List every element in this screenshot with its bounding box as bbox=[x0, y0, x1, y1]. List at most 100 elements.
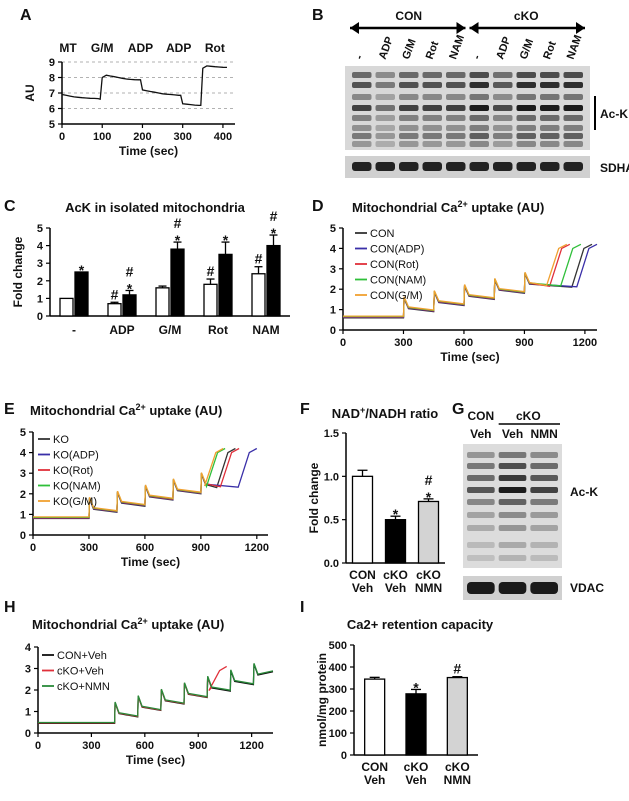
blot-b-arrowhead bbox=[350, 22, 359, 34]
chart-i-bar bbox=[446, 676, 468, 756]
blot-b-band bbox=[446, 105, 466, 111]
chart-f-significance-mark: * bbox=[393, 506, 399, 522]
chart-h-ytick-label: 3 bbox=[25, 664, 31, 676]
blot-g-band bbox=[530, 525, 558, 531]
blot-b-band bbox=[540, 115, 560, 121]
blot-g-band bbox=[530, 475, 558, 481]
chart-e-ytick-label: 5 bbox=[20, 427, 26, 439]
blot-b-band bbox=[375, 141, 395, 147]
chart-c-significance-mark: # bbox=[270, 208, 278, 224]
blot-b-band bbox=[516, 125, 536, 131]
blot-b-band bbox=[493, 72, 513, 78]
chart-a-annotation: ADP bbox=[128, 41, 153, 55]
chart-c-bar-cko bbox=[122, 294, 137, 317]
panel-label-a: A bbox=[20, 7, 32, 24]
panel-label-d: D bbox=[312, 198, 324, 215]
blot-b-band bbox=[446, 72, 466, 78]
chart-h-xtick-label: 600 bbox=[136, 740, 154, 752]
chart-c-bar-cko bbox=[74, 271, 89, 317]
blot-b-band bbox=[469, 125, 489, 131]
blot-b-band bbox=[422, 133, 442, 139]
blot-b-sdha-band bbox=[375, 162, 395, 171]
blot-g-band bbox=[467, 512, 495, 518]
chart-a-ytick-label: 6 bbox=[49, 104, 55, 116]
chart-e-legend-label: KO bbox=[53, 434, 69, 446]
blot-b-lane-label: - bbox=[471, 53, 484, 61]
chart-a-xtick-label: 300 bbox=[174, 131, 192, 143]
blot-b-sdha-membrane bbox=[345, 156, 590, 178]
blot-b-band bbox=[422, 82, 442, 88]
chart-a-ytick-label: 9 bbox=[49, 57, 55, 69]
blot-g-group-con: CON bbox=[467, 409, 494, 423]
blot-b-lane-label: ADP bbox=[494, 35, 513, 61]
chart-d-ytick-label: 5 bbox=[330, 223, 336, 235]
chart-d-ytick-label: 2 bbox=[330, 284, 336, 296]
chart-d-xlabel: Time (sec) bbox=[440, 350, 499, 364]
chart-e-series-line bbox=[33, 447, 224, 518]
chart-c-bar-con bbox=[251, 273, 266, 317]
chart-e-xtick-label: 0 bbox=[30, 542, 36, 554]
blot-b-band bbox=[375, 82, 395, 88]
chart-e-xtick-label: 1200 bbox=[245, 542, 269, 554]
blot-b-lane-label: Rot bbox=[541, 39, 559, 61]
chart-f-ytick-label: 0.0 bbox=[324, 558, 339, 570]
chart-c-significance-mark: # bbox=[126, 263, 134, 279]
blot-b-sdha-band bbox=[446, 162, 466, 171]
blot-g-band bbox=[467, 487, 495, 493]
blot-b-band bbox=[352, 82, 372, 88]
chart-f-category-label: Veh bbox=[385, 581, 406, 595]
chart-h-ytick-label: 0 bbox=[25, 728, 31, 740]
chart-d-legend-label: CON(G/M) bbox=[370, 290, 423, 302]
blot-b-band bbox=[516, 133, 536, 139]
chart-a-xtick-label: 200 bbox=[133, 131, 151, 143]
blot-b-band bbox=[375, 133, 395, 139]
blot-b-band bbox=[375, 105, 395, 111]
blot-g-band bbox=[467, 463, 495, 469]
chart-a-ytick-label: 7 bbox=[49, 88, 55, 100]
chart-d-xtick-label: 600 bbox=[455, 337, 473, 349]
blot-b-band bbox=[540, 133, 560, 139]
blot-b-band bbox=[540, 94, 560, 100]
chart-a-annotation: Rot bbox=[205, 41, 225, 55]
chart-e-legend-label: KO(Rot) bbox=[53, 465, 93, 477]
chart-a-xtick-label: 100 bbox=[93, 131, 111, 143]
blot-b-band bbox=[516, 72, 536, 78]
chart-c-bar-cko bbox=[266, 244, 281, 317]
blot-b-band bbox=[516, 94, 536, 100]
chart-c-significance-mark: # bbox=[207, 263, 215, 279]
panel-label-f: F bbox=[300, 401, 310, 418]
blot-b-band bbox=[540, 125, 560, 131]
blot-b-sdha-band bbox=[563, 162, 583, 171]
blot-g-group-cko: cKO bbox=[516, 409, 541, 423]
chart-f-significance-mark: * bbox=[426, 489, 432, 505]
chart-i-ytick-label: 500 bbox=[329, 640, 347, 652]
chart-c-category-label: - bbox=[72, 323, 76, 337]
blot-b-band bbox=[446, 94, 466, 100]
chart-e-ytick-label: 3 bbox=[20, 468, 26, 480]
chart-h-legend-label: cKO+NMN bbox=[57, 681, 110, 693]
blot-b-lane-label: NAM bbox=[565, 33, 585, 61]
blot-b-sdha-band bbox=[352, 162, 372, 171]
chart-i-ytick-label: 200 bbox=[329, 706, 347, 718]
chart-c-ytick-label: 4 bbox=[37, 241, 44, 253]
chart-c-category-label: Rot bbox=[208, 323, 228, 337]
chart-f-category-label: Veh bbox=[352, 581, 373, 595]
chart-a-annotation: G/M bbox=[91, 41, 114, 55]
blot-b-sdha-band bbox=[469, 162, 489, 171]
chart-e-xtick-label: 600 bbox=[136, 542, 154, 554]
blot-g-band bbox=[498, 463, 527, 469]
blot-g-band bbox=[467, 555, 495, 561]
chart-a-ytick-label: 8 bbox=[49, 73, 55, 85]
panel-label-h: H bbox=[4, 599, 16, 616]
chart-f-category-label: NMN bbox=[415, 581, 442, 595]
chart-d-ytick-label: 0 bbox=[330, 325, 336, 337]
blot-b-band bbox=[563, 82, 583, 88]
blot-b-lane-label: NAM bbox=[447, 33, 467, 61]
blot-g-band bbox=[498, 452, 527, 458]
chart-a-xtick-label: 400 bbox=[214, 131, 232, 143]
chart-c-bar-con bbox=[59, 297, 74, 317]
blot-b-band bbox=[493, 94, 513, 100]
chart-i-ytick-label: 400 bbox=[329, 662, 347, 674]
blot-b-band bbox=[516, 141, 536, 147]
blot-g-band bbox=[467, 542, 495, 548]
